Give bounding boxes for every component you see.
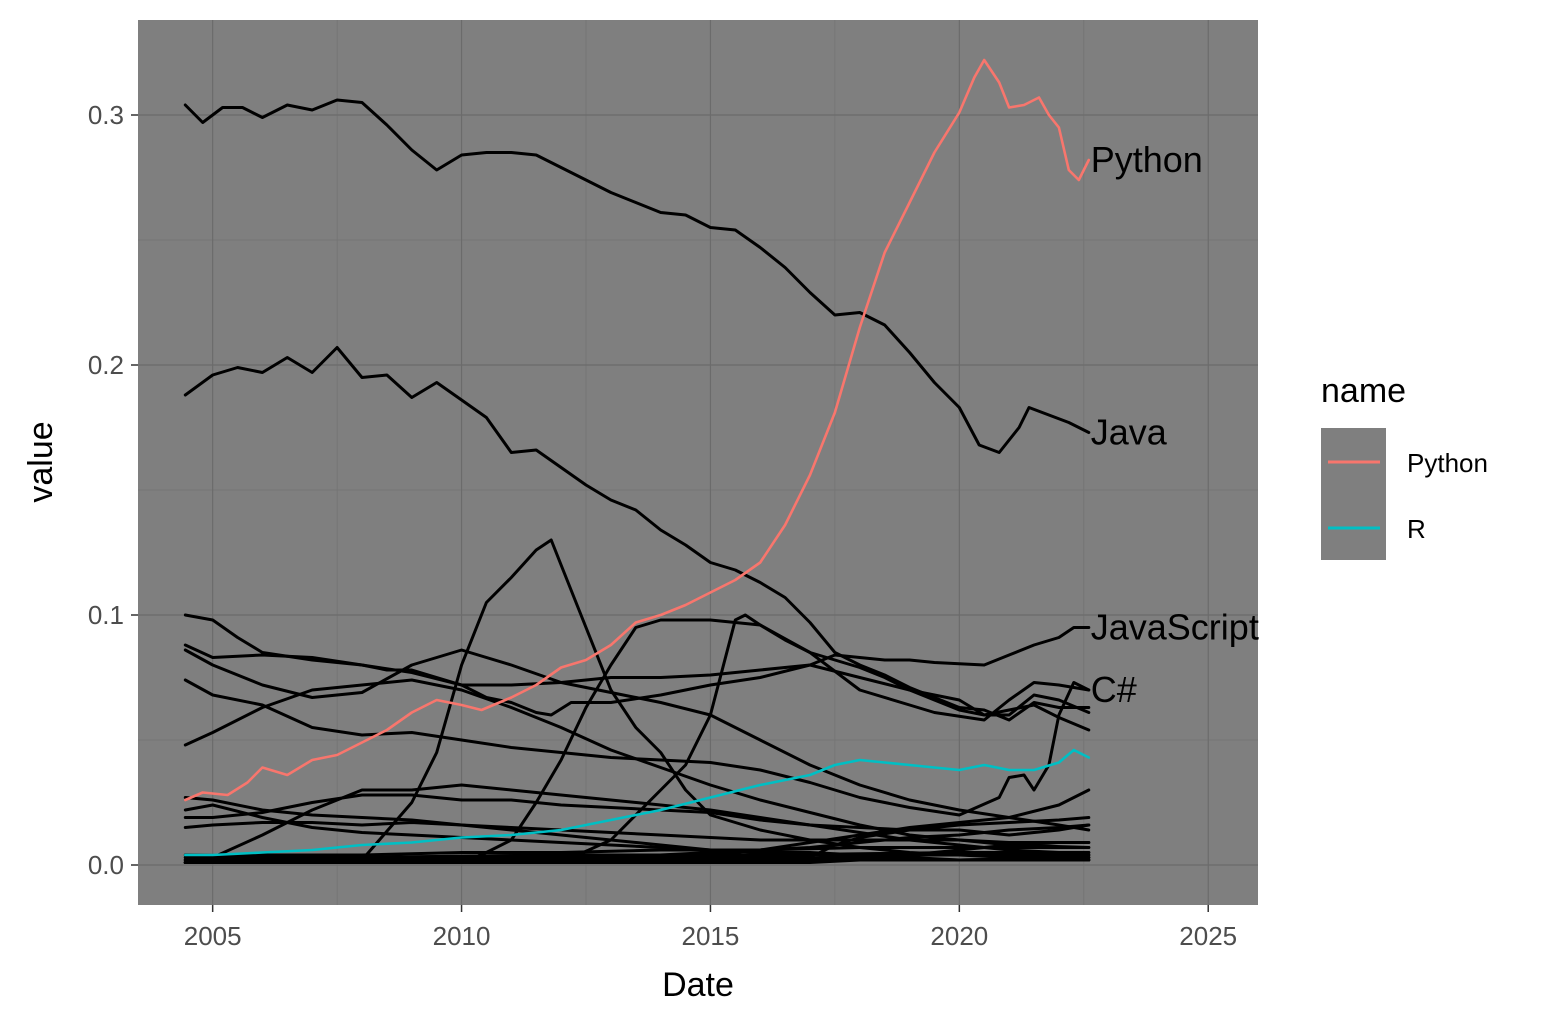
y-axis-title: value xyxy=(22,421,60,502)
x-tick-label: 2025 xyxy=(1179,921,1237,951)
end-label-java: Java xyxy=(1091,412,1168,453)
legend-title: name xyxy=(1321,372,1406,410)
legend: name Python R xyxy=(1321,372,1488,560)
y-tick-label: 0.1 xyxy=(88,600,124,630)
legend-label-python: Python xyxy=(1407,448,1488,478)
x-tick-label: 2020 xyxy=(930,921,988,951)
x-tick-label: 2015 xyxy=(682,921,740,951)
legend-key-background xyxy=(1321,428,1386,560)
y-tick-label: 0.3 xyxy=(88,100,124,130)
y-tick-label: 0.2 xyxy=(88,350,124,380)
x-axis-title: Date xyxy=(662,966,734,1004)
end-label-python: Python xyxy=(1091,139,1203,180)
end-label-c-: C# xyxy=(1091,669,1137,710)
y-tick-label: 0.0 xyxy=(88,850,124,880)
x-tick-label: 2005 xyxy=(184,921,242,951)
x-axis: 2005 2010 2015 2020 2025 xyxy=(184,905,1237,951)
legend-label-r: R xyxy=(1407,514,1426,544)
x-tick-label: 2010 xyxy=(433,921,491,951)
end-label-javascript: JavaScript xyxy=(1091,607,1259,648)
y-axis: 0.0 0.1 0.2 0.3 xyxy=(88,100,138,880)
